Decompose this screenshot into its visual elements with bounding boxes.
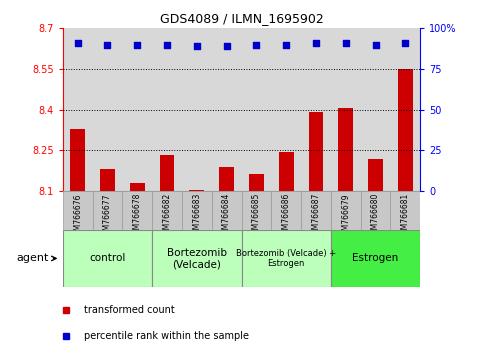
FancyBboxPatch shape bbox=[361, 191, 390, 230]
Point bbox=[372, 42, 380, 47]
Bar bbox=[189, 190, 204, 191]
Text: agent: agent bbox=[16, 253, 48, 263]
Text: GSM766683: GSM766683 bbox=[192, 193, 201, 240]
FancyBboxPatch shape bbox=[122, 191, 152, 230]
FancyBboxPatch shape bbox=[212, 191, 242, 230]
FancyBboxPatch shape bbox=[93, 191, 122, 230]
FancyBboxPatch shape bbox=[331, 191, 361, 230]
Point bbox=[193, 44, 201, 49]
Bar bbox=[398, 69, 413, 191]
Point bbox=[133, 42, 141, 47]
Point bbox=[312, 40, 320, 46]
Text: GSM766676: GSM766676 bbox=[73, 193, 82, 240]
Text: GSM766687: GSM766687 bbox=[312, 193, 320, 240]
FancyBboxPatch shape bbox=[301, 191, 331, 230]
FancyBboxPatch shape bbox=[152, 191, 182, 230]
Bar bbox=[100, 170, 115, 191]
FancyBboxPatch shape bbox=[242, 230, 331, 287]
Text: GSM766678: GSM766678 bbox=[133, 193, 142, 240]
Bar bbox=[249, 173, 264, 191]
FancyBboxPatch shape bbox=[331, 230, 420, 287]
Text: transformed count: transformed count bbox=[84, 305, 175, 315]
Bar bbox=[368, 159, 383, 191]
Text: GSM766684: GSM766684 bbox=[222, 193, 231, 240]
FancyBboxPatch shape bbox=[152, 230, 242, 287]
Text: GSM766680: GSM766680 bbox=[371, 193, 380, 240]
Bar bbox=[219, 167, 234, 191]
Bar bbox=[279, 152, 294, 191]
Point bbox=[223, 44, 230, 49]
Text: percentile rank within the sample: percentile rank within the sample bbox=[84, 331, 249, 341]
Bar bbox=[338, 108, 353, 191]
Bar bbox=[130, 183, 145, 191]
Point bbox=[163, 42, 171, 47]
Text: GDS4089 / ILMN_1695902: GDS4089 / ILMN_1695902 bbox=[159, 12, 324, 25]
FancyBboxPatch shape bbox=[63, 191, 93, 230]
Text: Bortezomib (Velcade) +
Estrogen: Bortezomib (Velcade) + Estrogen bbox=[236, 249, 336, 268]
Point bbox=[342, 40, 350, 46]
Text: control: control bbox=[89, 253, 126, 263]
Bar bbox=[159, 155, 174, 191]
Point bbox=[74, 40, 82, 46]
Point bbox=[282, 42, 290, 47]
FancyBboxPatch shape bbox=[271, 191, 301, 230]
FancyBboxPatch shape bbox=[182, 191, 212, 230]
Text: GSM766685: GSM766685 bbox=[252, 193, 261, 240]
Text: Estrogen: Estrogen bbox=[353, 253, 398, 263]
Point bbox=[104, 42, 112, 47]
Bar bbox=[309, 113, 324, 191]
Text: Bortezomib
(Velcade): Bortezomib (Velcade) bbox=[167, 247, 227, 269]
Text: GSM766679: GSM766679 bbox=[341, 193, 350, 240]
Text: GSM766686: GSM766686 bbox=[282, 193, 291, 240]
FancyBboxPatch shape bbox=[63, 230, 152, 287]
Bar bbox=[70, 129, 85, 191]
Point bbox=[401, 40, 409, 46]
FancyBboxPatch shape bbox=[242, 191, 271, 230]
Text: GSM766682: GSM766682 bbox=[163, 193, 171, 239]
Text: GSM766681: GSM766681 bbox=[401, 193, 410, 239]
Point bbox=[253, 42, 260, 47]
Text: GSM766677: GSM766677 bbox=[103, 193, 112, 240]
FancyBboxPatch shape bbox=[390, 191, 420, 230]
